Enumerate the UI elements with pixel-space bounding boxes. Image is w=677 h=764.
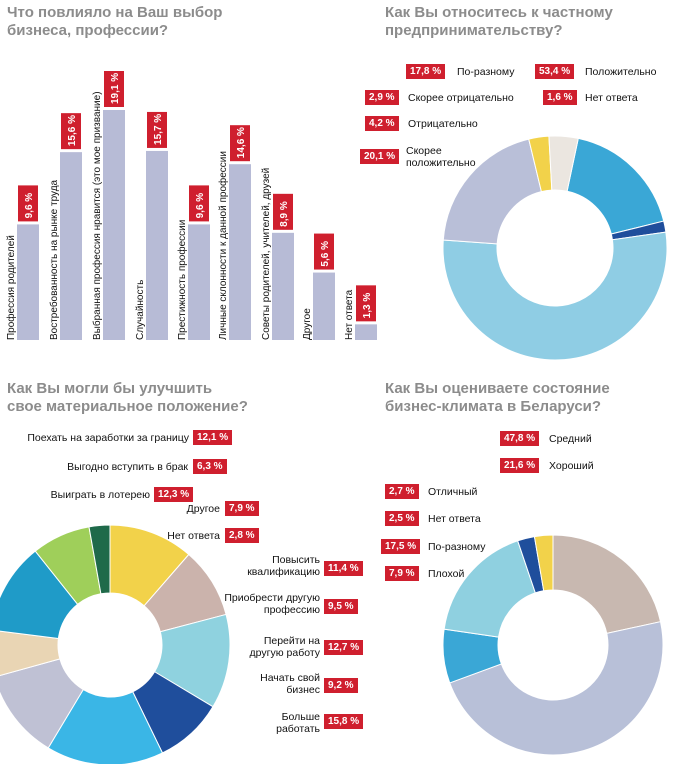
bar-value-label-5: 14,6 %	[236, 127, 247, 158]
chart2-label-polozhitelno: Положительно	[585, 66, 657, 78]
bar-0	[17, 224, 39, 340]
pie3-slice-9	[47, 688, 164, 764]
chart3-value-professia: 9,5 %	[324, 599, 358, 614]
chart1-title: Что повлияло на Ваш выбор бизнеса, профе…	[7, 4, 223, 39]
bar-value-label-4: 9,6 %	[195, 193, 206, 219]
chart4-label-otlichniy: Отличный	[428, 486, 478, 498]
pie4-slice-2	[533, 534, 554, 592]
bar-value-label-6: 8,9 %	[279, 201, 290, 227]
bar-2	[103, 110, 125, 340]
chart4-value-horoshiy: 21,6 %	[500, 458, 540, 473]
chart3-label-kvalifikacia: Повысить квалификацию	[247, 554, 320, 578]
pie3-slice-0	[0, 658, 84, 749]
chart3-label-professia: Приобрести другую профессию	[224, 592, 320, 616]
chart3-value-rabotat: 15,8 %	[324, 714, 364, 729]
chart3-label-rabota: Перейти на другую работу	[249, 635, 320, 659]
chart3-value-net-otveta: 2,8 %	[225, 528, 259, 543]
bar-category-label-1: Востребованность на рынке труда	[48, 179, 60, 340]
chart3-value-biznes: 9,2 %	[324, 678, 358, 693]
chart2-value-otricatelno: 4,2 %	[365, 116, 399, 131]
chart4-label-horoshiy: Хороший	[549, 460, 594, 472]
bar-value-badge-3	[147, 111, 167, 148]
chart3-label-brak: Выгодно вступить в брак	[67, 461, 188, 473]
bar-value-badge-6	[273, 193, 293, 230]
chart4-value-sredniy: 47,8 %	[500, 431, 540, 446]
bar-value-label-1: 15,6 %	[67, 115, 78, 146]
bar-value-badge-8	[356, 285, 376, 322]
chart3-value-loterea: 12,3 %	[154, 487, 194, 502]
bar-category-label-7: Другое	[302, 308, 313, 340]
bar-category-label-6: Советы родителей, учителей, друзей	[261, 168, 272, 340]
chart4-label-po-raznomu: По-разному	[428, 541, 486, 553]
chart2-label-net-otveta: Нет ответа	[585, 92, 638, 104]
chart3-title: Как Вы могли бы улучшить свое материальн…	[7, 380, 248, 415]
chart4-title: Как Вы оцениваете состояние бизнес-клима…	[385, 380, 610, 415]
bar-value-badge-0	[18, 185, 38, 222]
bar-4	[188, 224, 210, 340]
bar-8	[355, 324, 377, 340]
bar-value-badge-7	[314, 233, 334, 270]
chart2-title: Как Вы относитесь к частному предпринима…	[385, 4, 613, 39]
chart3-label-biznes: Начать свой бизнес	[260, 672, 320, 696]
chart4-label-plohoy: Плохой	[428, 568, 465, 580]
chart4-value-net-otveta: 2,5 %	[385, 511, 419, 526]
chart3-label-net-otveta: Нет ответа	[167, 530, 220, 542]
chart3-value-rabota: 12,7 %	[324, 640, 364, 655]
bar-category-label-2: Выбранная профессия нравится (это мое пр…	[91, 91, 103, 340]
chart2-label-skoree-pol: Скорее положительно	[406, 145, 476, 169]
bar-category-label-3: Случайность	[135, 280, 146, 340]
bar-6	[272, 232, 294, 340]
chart3-label-drugoe: Другое	[186, 503, 220, 515]
chart3-value-brak: 6,3 %	[193, 459, 227, 474]
chart2-value-net-otveta: 1,6 %	[543, 90, 577, 105]
chart3-label-zagranica: Поехать на заработки за границу	[27, 432, 189, 444]
chart4-value-plohoy: 7,9 %	[385, 566, 419, 581]
chart3-label-rabotat: Больше работать	[276, 711, 320, 735]
bar-3	[146, 150, 168, 340]
bar-category-label-5: Личные склонности к данной профессии	[217, 151, 229, 340]
chart3-value-drugoe: 7,9 %	[225, 501, 259, 516]
pie3-slice-1	[0, 630, 61, 676]
chart2-value-skoree-pol: 20,1 %	[360, 149, 400, 164]
chart4-label-sredniy: Средний	[549, 433, 592, 445]
chart2-value-polozhitelno: 53,4 %	[535, 64, 575, 79]
chart2-label-po-raznomu: По-разному	[457, 66, 515, 78]
bar-value-label-2: 19,1 %	[110, 73, 121, 104]
chart2-label-otricatelno: Отрицательно	[408, 118, 478, 130]
pie2-slice-2	[548, 135, 579, 192]
bar-5	[229, 164, 251, 340]
bar-value-badge-2	[104, 71, 124, 107]
pie3-slice-4	[88, 524, 111, 595]
pie4-slice-0	[449, 621, 664, 756]
bar-1	[60, 152, 82, 340]
bar-category-label-4: Престижность профессии	[176, 220, 188, 340]
chart3-value-zagranica: 12,1 %	[193, 430, 233, 445]
pie4-slice-4	[443, 540, 536, 638]
chart2-label-skoree-otr: Скорее отрицательно	[408, 92, 514, 104]
bar-category-label-8: Нет ответа	[344, 289, 355, 340]
chart2-value-po-raznomu: 17,8 %	[406, 64, 446, 79]
chart4-value-otlichniy: 2,7 %	[385, 484, 419, 499]
bar-value-badge-5	[230, 125, 250, 162]
bar-value-badge-4	[189, 185, 209, 222]
bar-value-label-7: 5,6 %	[320, 241, 331, 267]
chart3-value-kvalifikacia: 11,4 %	[324, 561, 363, 576]
chart4-label-net-otveta: Нет ответа	[428, 513, 481, 525]
bar-category-label-0: Профессия родителей	[5, 235, 17, 340]
bar-value-label-8: 1,3 %	[362, 293, 373, 319]
chart2-value-skoree-otr: 2,9 %	[365, 90, 399, 105]
chart4-value-po-raznomu: 17,5 %	[381, 539, 421, 554]
pie2-slice-1	[442, 138, 543, 245]
bar-value-label-3: 15,7 %	[153, 114, 164, 145]
bar-value-badge-1	[61, 113, 81, 150]
bar-value-label-0: 9,6 %	[24, 193, 35, 219]
chart3-label-loterea: Выиграть в лотерею	[50, 489, 150, 501]
bar-7	[313, 272, 335, 340]
pie2-slice-0	[442, 231, 668, 361]
pie4-slice-1	[552, 534, 662, 634]
